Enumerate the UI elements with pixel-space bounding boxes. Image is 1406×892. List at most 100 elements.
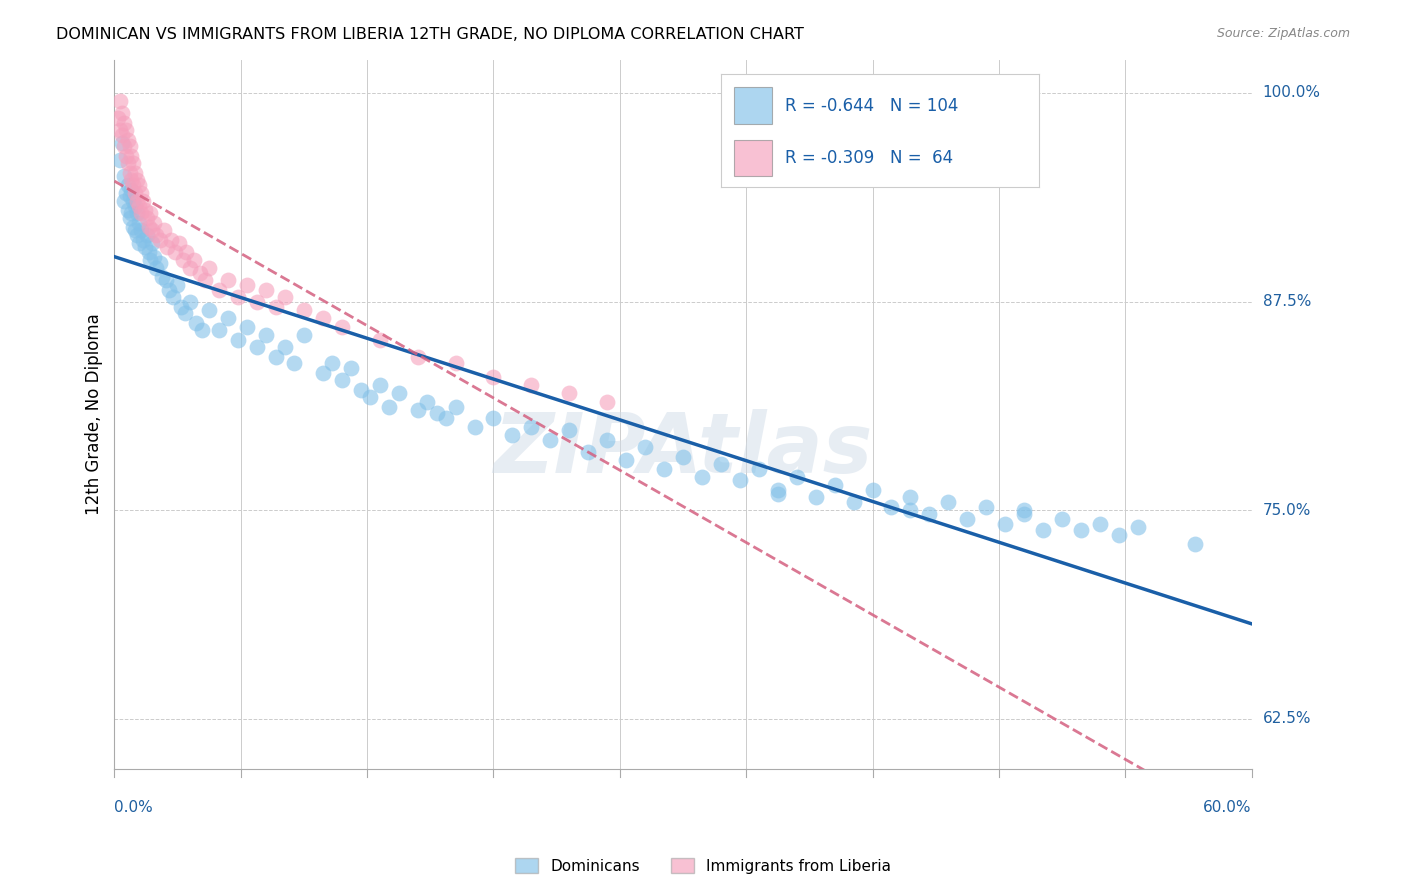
Point: [166, 277, 188, 292]
Point: [652, 461, 675, 475]
Point: [111, 106, 134, 120]
Point: [135, 227, 157, 242]
Point: [145, 261, 167, 276]
Point: [614, 453, 637, 467]
Point: [264, 300, 287, 314]
Point: [710, 457, 733, 471]
Point: [274, 340, 297, 354]
Point: [994, 516, 1017, 531]
Point: [173, 306, 195, 320]
Point: [112, 194, 135, 209]
Point: [111, 136, 134, 150]
Text: 87.5%: 87.5%: [1263, 294, 1310, 310]
Point: [1184, 536, 1206, 550]
Point: [124, 199, 146, 213]
Point: [157, 283, 180, 297]
Point: [132, 233, 155, 247]
Point: [127, 227, 149, 242]
Point: [179, 294, 201, 309]
Point: [340, 361, 363, 376]
Point: [121, 173, 143, 187]
Point: [245, 294, 267, 309]
Point: [330, 373, 353, 387]
Point: [117, 133, 139, 147]
Point: [880, 500, 903, 514]
Point: [330, 319, 353, 334]
Point: [117, 202, 139, 217]
Point: [804, 490, 827, 504]
Point: [292, 303, 315, 318]
Point: [226, 333, 249, 347]
Point: [728, 473, 751, 487]
Point: [824, 478, 846, 492]
Point: [766, 483, 789, 498]
Point: [217, 273, 239, 287]
Point: [482, 411, 505, 425]
Point: [135, 211, 157, 226]
Point: [254, 283, 277, 297]
Point: [150, 269, 173, 284]
Point: [900, 490, 922, 504]
Point: [152, 223, 174, 237]
Point: [558, 423, 581, 437]
Point: [188, 266, 211, 280]
Point: [117, 156, 139, 170]
Point: [124, 186, 146, 201]
Point: [118, 166, 141, 180]
Point: [292, 328, 315, 343]
Point: [350, 383, 373, 397]
Point: [114, 149, 136, 163]
Point: [111, 128, 134, 142]
Point: [132, 194, 155, 209]
Point: [129, 206, 152, 220]
Point: [198, 303, 221, 318]
Point: [162, 290, 184, 304]
Point: [1032, 524, 1054, 538]
Point: [520, 419, 543, 434]
Point: [122, 156, 145, 170]
Point: [378, 400, 401, 414]
Point: [690, 470, 713, 484]
Point: [107, 111, 129, 125]
Point: [176, 244, 198, 259]
Point: [482, 369, 505, 384]
Point: [444, 400, 467, 414]
Point: [127, 206, 149, 220]
Point: [434, 411, 457, 425]
Point: [112, 139, 135, 153]
Point: [748, 461, 770, 475]
Point: [170, 300, 193, 314]
Point: [416, 394, 439, 409]
Point: [1088, 516, 1111, 531]
Point: [190, 323, 212, 337]
Point: [1108, 528, 1130, 542]
Point: [108, 95, 131, 109]
Point: [312, 367, 335, 381]
Point: [184, 316, 207, 330]
Point: [128, 178, 150, 192]
Point: [141, 223, 163, 237]
Point: [129, 223, 152, 237]
Point: [179, 261, 201, 276]
Point: [368, 333, 391, 347]
Point: [388, 386, 411, 401]
Point: [406, 403, 429, 417]
Point: [128, 216, 150, 230]
Point: [254, 328, 277, 343]
Text: Source: ZipAtlas.com: Source: ZipAtlas.com: [1216, 27, 1350, 40]
Point: [121, 206, 143, 220]
Point: [217, 311, 239, 326]
Point: [145, 227, 167, 242]
Point: [167, 236, 190, 251]
Point: [956, 511, 979, 525]
Point: [160, 233, 183, 247]
Point: [122, 219, 145, 234]
Point: [359, 390, 381, 404]
Point: [194, 273, 217, 287]
Point: [1050, 511, 1073, 525]
Point: [283, 356, 305, 370]
Point: [558, 386, 581, 401]
Point: [149, 233, 172, 247]
Point: [596, 394, 619, 409]
Point: [121, 149, 143, 163]
